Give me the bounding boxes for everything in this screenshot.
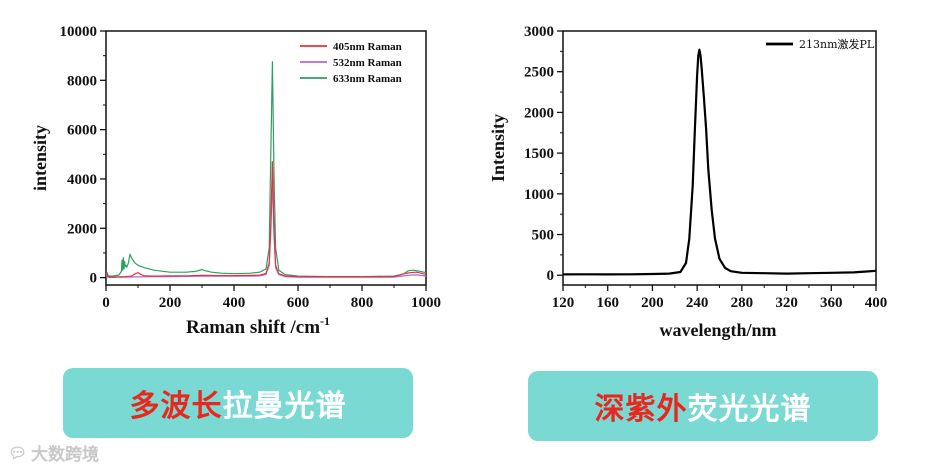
pl-chart: 120 160 200 240 280 320 360 400 0 500 1000 1500 2000… — [488, 24, 888, 340]
x-tick-label: 1000 — [411, 295, 441, 311]
x-axis-title-sup: -1 — [320, 314, 330, 328]
x-tick-label: 160 — [596, 295, 619, 311]
plot-frame — [562, 30, 877, 286]
y-tick-label: 2000 — [67, 221, 97, 237]
legend: 405nm Raman 532nm Raman 633nm Raman — [300, 41, 402, 85]
y-tick-label: 3000 — [524, 24, 554, 40]
x-tick-label: 120 — [552, 295, 575, 311]
x-tick-label: 800 — [351, 295, 374, 311]
x-axis-title: Raman shift /cm-1 — [186, 314, 330, 338]
x-tick-label: 0 — [102, 295, 110, 311]
legend-label: 633nm Raman — [333, 73, 402, 85]
y-tick-label: 4000 — [67, 172, 97, 188]
plot-frame — [105, 30, 427, 286]
legend-label: 213nm激发PL — [799, 37, 875, 51]
y-tick-label: 500 — [532, 228, 555, 244]
x-tick-label: 400 — [865, 295, 888, 311]
series-line-2 — [106, 61, 426, 278]
x-tick-label: 600 — [287, 295, 310, 311]
raman-chart: 0 200 400 600 800 10000200040006000800010000 … — [30, 24, 441, 338]
legend: 213nm激发PL — [766, 37, 875, 51]
y-axis-title: Intensity — [488, 114, 508, 182]
caption-left-text: 拉曼光谱 — [222, 389, 347, 424]
y-tick-label: 2500 — [524, 65, 554, 81]
x-tick-label: 400 — [223, 295, 246, 311]
x-tick-label: 200 — [641, 295, 664, 311]
y-axis-title: intensity — [30, 125, 50, 191]
y-tick-label: 8000 — [67, 73, 97, 89]
y-tick-label: 10000 — [60, 24, 98, 40]
caption-left-highlight: 多波长 — [129, 389, 223, 424]
caption-multi-wavelength-raman: 多波长 拉曼光谱 — [63, 368, 413, 438]
y-tick-label: 6000 — [67, 123, 97, 139]
watermark-text: 大数跨境 — [31, 445, 100, 465]
legend-label: 405nm Raman — [333, 41, 402, 53]
caption-deep-uv-pl: 深紫外 荧光光谱 — [528, 371, 878, 441]
x-tick-label: 240 — [686, 295, 709, 311]
series-line-0 — [563, 48, 876, 276]
x-tick-label: 360 — [820, 295, 843, 311]
y-tick-label: 1500 — [524, 146, 554, 162]
x-tick-label: 320 — [775, 295, 798, 311]
legend-label: 532nm Raman — [333, 57, 402, 69]
caption-right-highlight: 深紫外 — [594, 392, 688, 427]
x-axis-title-main: Raman shift /cm — [186, 317, 320, 338]
y-tick-label: 0 — [90, 271, 98, 287]
x-axis-title: wavelength/nm — [660, 320, 777, 340]
watermark: 💬︎ 大数跨境 — [8, 440, 100, 466]
y-tick-label: 0 — [547, 268, 555, 284]
series-line-1 — [106, 178, 426, 278]
y-tick-label: 1000 — [524, 187, 554, 203]
caption-right-text: 荧光光谱 — [687, 392, 812, 427]
chat-bubble-icon: 💬︎ — [8, 443, 28, 462]
series-line-0 — [106, 161, 426, 278]
y-tick-label: 2000 — [524, 105, 554, 121]
x-tick-label: 200 — [159, 295, 182, 311]
x-tick-label: 280 — [731, 295, 754, 311]
